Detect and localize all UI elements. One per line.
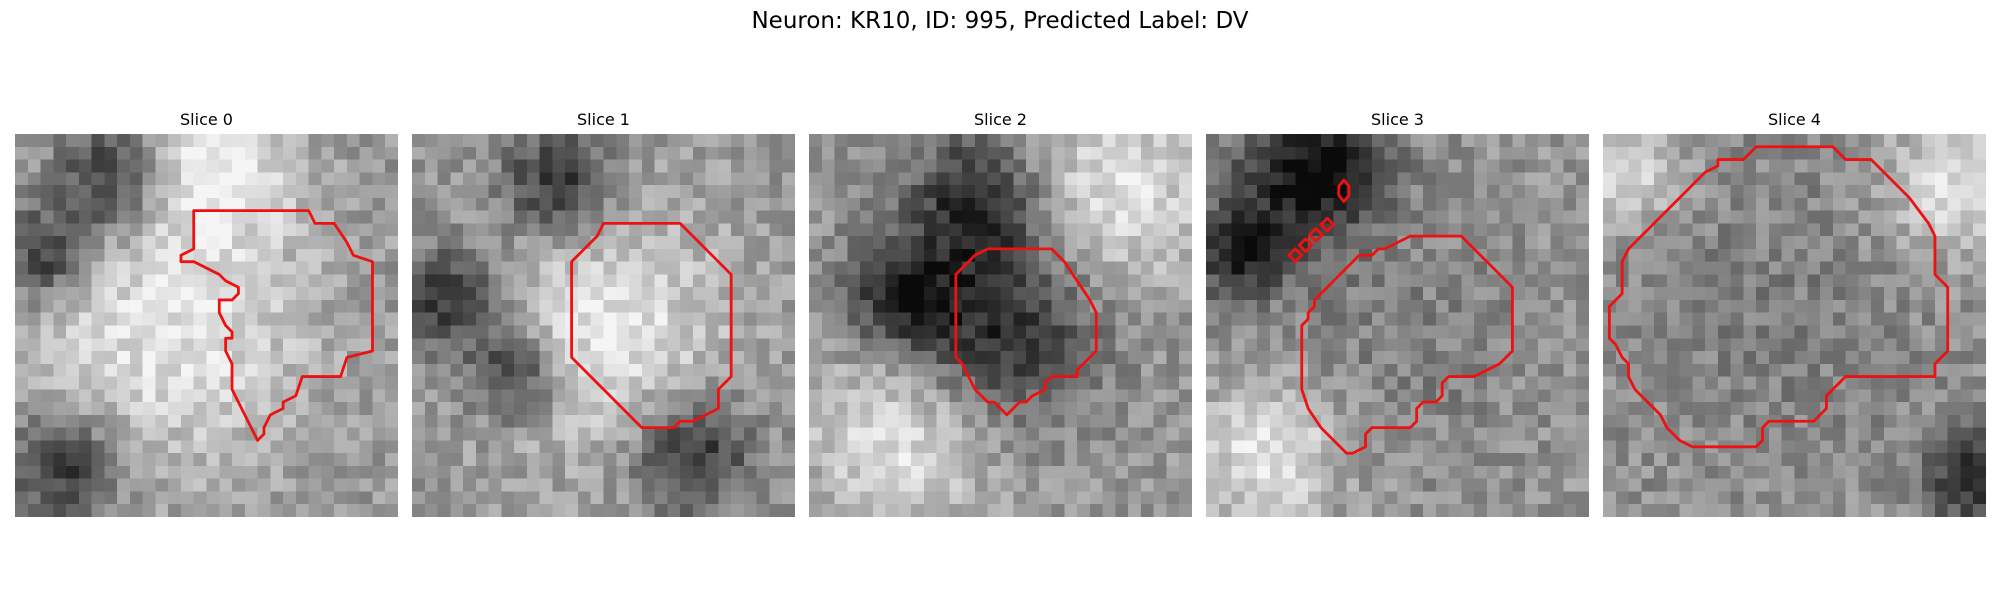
slice-panel-3: Slice 3 <box>1206 108 1589 517</box>
slice-panel-4: Slice 4 <box>1603 108 1986 517</box>
slice-title-3: Slice 3 <box>1371 110 1424 129</box>
slice-image-3 <box>1206 134 1589 517</box>
segmentation-contour-3-4 <box>1319 216 1336 233</box>
segmentation-contour-0-0 <box>179 209 374 442</box>
slice-panel-0: Slice 0 <box>15 108 398 517</box>
segmentation-contour-4-0 <box>1607 145 1950 449</box>
slice-panel-2: Slice 2 <box>809 108 1192 517</box>
slice-image-1 <box>412 134 795 517</box>
slice-title-2: Slice 2 <box>974 110 1027 129</box>
slice-title-1: Slice 1 <box>577 110 630 129</box>
segmentation-contour-3-1 <box>1287 247 1304 264</box>
slice-title-0: Slice 0 <box>180 110 233 129</box>
segmentation-contour-3-0 <box>1300 234 1514 455</box>
slice-title-4: Slice 4 <box>1768 110 1821 129</box>
segmentation-contour-3-3 <box>1308 227 1324 243</box>
slice-panel-1: Slice 1 <box>412 108 795 517</box>
segmentation-contour-1-0 <box>570 221 733 430</box>
slice-image-4 <box>1603 134 1986 517</box>
figure-title: Neuron: KR10, ID: 995, Predicted Label: … <box>751 8 1249 34</box>
slice-image-0 <box>15 134 398 517</box>
segmentation-contour-3-5 <box>1337 178 1351 204</box>
slice-image-2 <box>809 134 1192 517</box>
segmentation-contour-3-2 <box>1297 237 1314 253</box>
segmentation-contour-2-0 <box>954 247 1098 417</box>
